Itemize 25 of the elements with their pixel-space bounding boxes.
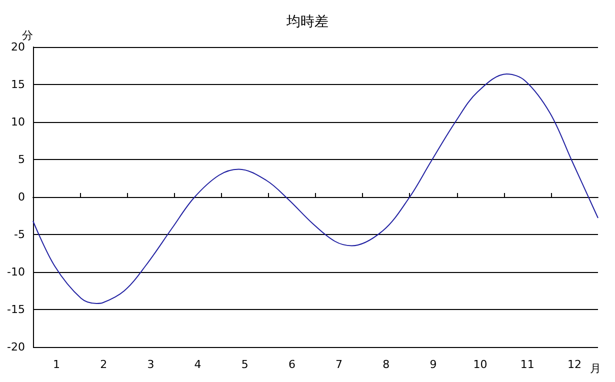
x-tick-label: 12 [567, 358, 582, 371]
x-tick-label: 6 [288, 358, 296, 371]
x-tick-label: 9 [430, 358, 437, 371]
y-tick-label: 0 [18, 190, 25, 204]
chart-title: 均時差 [286, 14, 328, 30]
x-tick-label: 8 [382, 358, 390, 371]
x-tick-label: 7 [336, 358, 343, 371]
line-series [32, 74, 598, 304]
y-tick-label: 5 [18, 153, 25, 166]
x-tick-label: 4 [194, 358, 202, 371]
y-axis-title: 分 [22, 29, 33, 42]
x-tick-label: 5 [241, 358, 248, 371]
x-tick-label: 1 [53, 358, 60, 371]
y-tick-label: -15 [7, 303, 25, 316]
x-tick-label: 2 [100, 358, 108, 371]
x-tick-label: 10 [473, 358, 488, 371]
y-tick-label: 15 [11, 78, 25, 91]
x-tick-label: 3 [147, 358, 154, 371]
x-tick-label: 11 [520, 358, 534, 371]
y-tick-label: -10 [7, 266, 25, 278]
x-axis-title: 月 [590, 362, 601, 375]
y-tick-label: -20 [7, 340, 25, 354]
y-tick-label: 20 [11, 40, 25, 54]
y-tick-label: 10 [11, 116, 25, 128]
y-tick-label: -5 [14, 228, 25, 241]
